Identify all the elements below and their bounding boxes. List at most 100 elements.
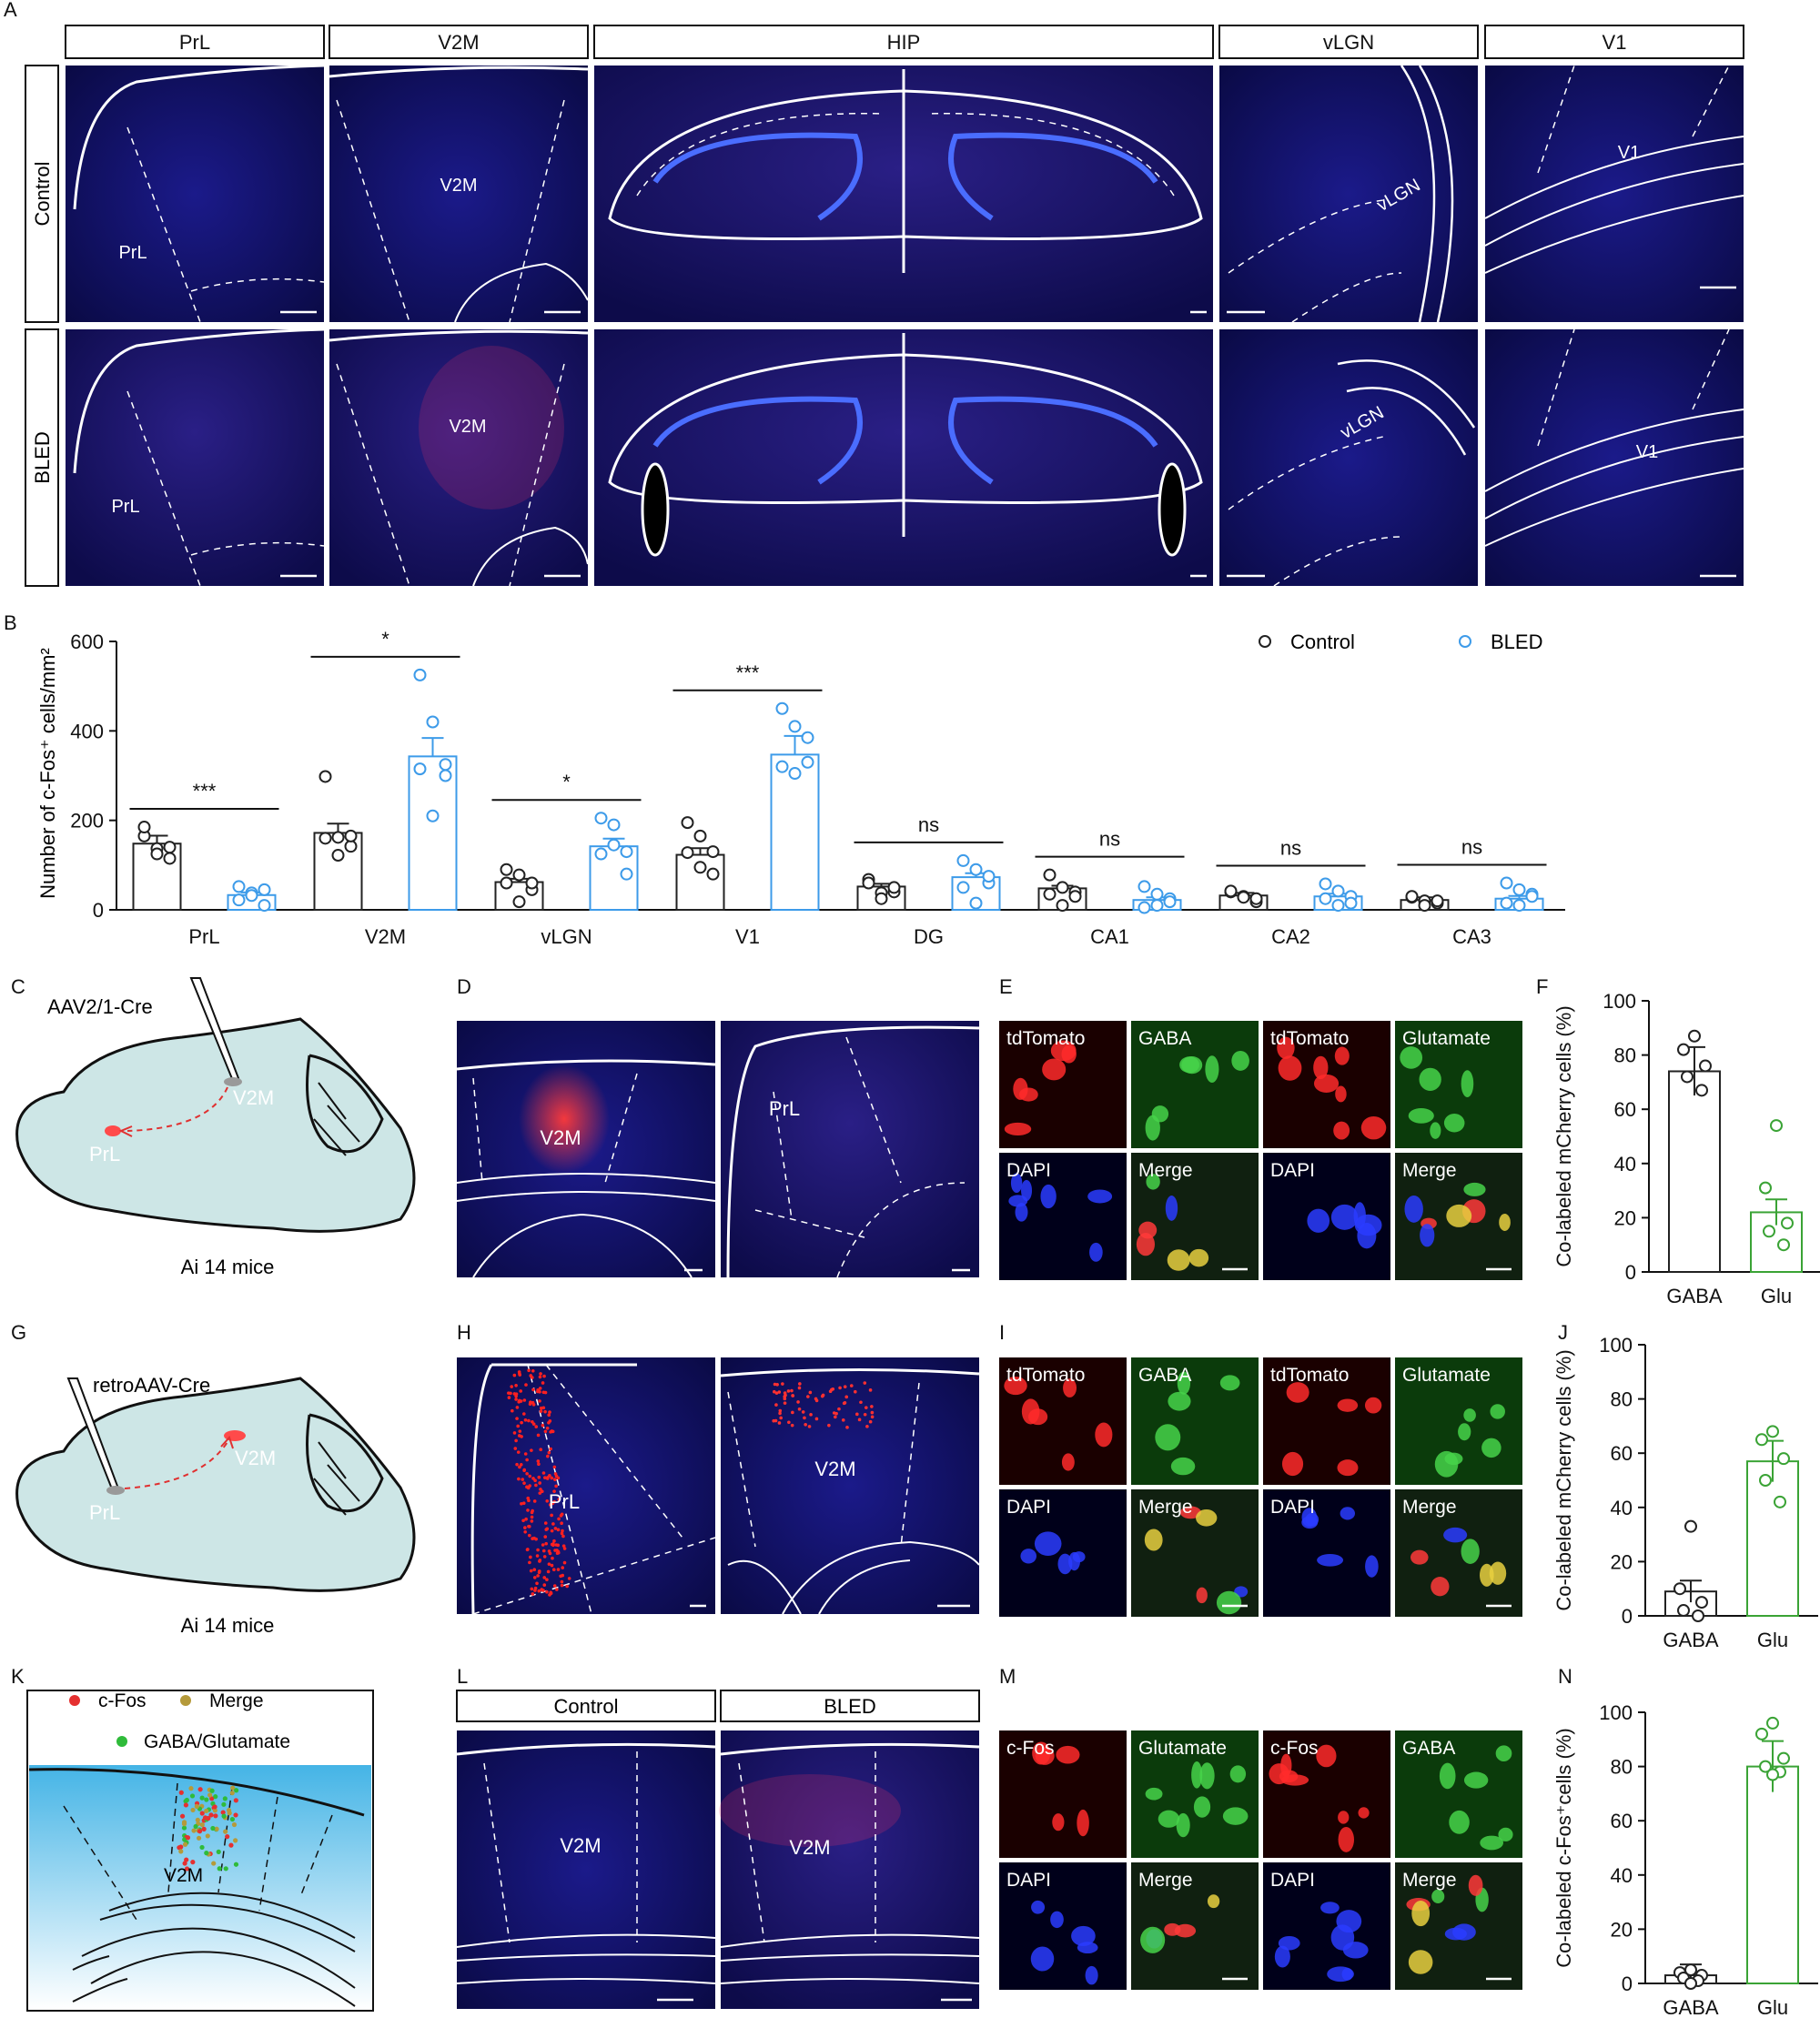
h-cell xyxy=(857,1418,862,1422)
h-cell xyxy=(550,1529,554,1533)
cell-marker xyxy=(1176,1812,1190,1838)
cell-marker xyxy=(1279,1770,1299,1783)
panel-letter-n: N xyxy=(1558,1665,1572,1688)
h-cell xyxy=(538,1387,542,1390)
chart-b-point xyxy=(426,715,440,729)
k-cell xyxy=(222,1796,228,1801)
chart-b-point xyxy=(969,896,983,910)
cell-marker xyxy=(1410,1549,1429,1565)
channel-label: Glutamate xyxy=(1402,1028,1491,1049)
cell-marker xyxy=(1205,1055,1219,1083)
cell-marker xyxy=(1338,1826,1355,1852)
h-cell xyxy=(518,1372,521,1376)
h-cell xyxy=(777,1421,782,1425)
h-cell xyxy=(548,1410,551,1414)
panel-i-grid: tdTomato GABA tdTomato Glutamate DAPI Merge DA… xyxy=(999,1357,1522,1617)
chartJ-ytick-label: 20 xyxy=(1611,1550,1633,1573)
k-cell xyxy=(214,1826,219,1831)
k-cell xyxy=(204,1808,209,1814)
panel-h: PrL V2M xyxy=(457,1357,980,1615)
h-cell xyxy=(870,1410,875,1415)
h-cell xyxy=(547,1562,551,1566)
h-cell xyxy=(544,1541,548,1546)
cell-marker xyxy=(1444,1452,1463,1466)
cell-marker xyxy=(1179,1506,1202,1519)
cell-marker xyxy=(1490,1404,1505,1419)
chart-b-point xyxy=(1405,890,1419,903)
k-cell xyxy=(221,1813,227,1819)
chartF-ytick-label: 80 xyxy=(1614,1044,1636,1067)
k-cell xyxy=(179,1813,186,1819)
tile-label-bled-v1: V1 xyxy=(1636,442,1658,462)
col-header-vlgn-box xyxy=(1218,25,1479,59)
channel-label: Merge xyxy=(1402,1870,1457,1891)
chart-j: Co-labeled mCherry cells (%) 0 20 40 60 80 100… xyxy=(1552,1334,1818,1651)
h-cell xyxy=(520,1420,523,1425)
h-cell xyxy=(555,1551,560,1556)
cell-marker xyxy=(1463,1408,1476,1422)
panel-h-left-label: PrL xyxy=(549,1490,580,1513)
chart-b-point xyxy=(1150,899,1164,913)
h-cell xyxy=(522,1468,527,1472)
channel-label: Merge xyxy=(1138,1870,1193,1891)
h-cell xyxy=(530,1587,534,1591)
chartN-point xyxy=(1777,1751,1790,1765)
h-cell xyxy=(814,1397,818,1401)
chart-b-point xyxy=(1431,894,1444,908)
h-cell xyxy=(556,1528,561,1532)
h-cell xyxy=(556,1568,561,1571)
cell-marker xyxy=(1446,1204,1472,1227)
cell-marker xyxy=(1140,1926,1166,1953)
tile-label-control-v2m: V2M xyxy=(440,176,477,196)
panel-h-right-label: V2M xyxy=(814,1458,855,1480)
chart-b-ytick-label: 400 xyxy=(70,720,104,742)
h-cell xyxy=(535,1554,540,1558)
chart-b-point xyxy=(801,731,814,744)
h-cell xyxy=(790,1423,794,1428)
h-cell xyxy=(532,1576,537,1579)
col-header-hip-box xyxy=(593,25,1214,59)
chartJ-point xyxy=(1684,1519,1697,1533)
k-cell xyxy=(197,1787,203,1792)
h-cell xyxy=(551,1556,554,1560)
cell-marker xyxy=(1499,1213,1511,1231)
chart-b-point xyxy=(245,889,258,903)
channel-label: tdTomato xyxy=(1270,1028,1349,1049)
chart-b-point xyxy=(331,831,345,844)
h-cell xyxy=(844,1395,849,1399)
h-cell xyxy=(530,1515,534,1519)
h-cell xyxy=(868,1388,873,1392)
k-cell xyxy=(227,1808,232,1813)
chart-b-point xyxy=(875,892,888,905)
injection-site-icon xyxy=(224,1077,242,1086)
col-header-v1: V1 xyxy=(1603,31,1627,54)
h-cell xyxy=(514,1392,519,1397)
cell-marker xyxy=(1155,1424,1181,1451)
panel-d: V2M PrL xyxy=(456,1021,980,1278)
chartF-point xyxy=(1681,1070,1694,1084)
h-cell xyxy=(521,1478,525,1481)
k-cell xyxy=(178,1790,184,1795)
chart-b-point xyxy=(1224,884,1238,898)
cell-marker xyxy=(1216,1590,1242,1615)
panel-c-virus: AAV2/1-Cre xyxy=(47,995,153,1018)
chart-b-point xyxy=(1344,896,1358,910)
row-header-bled: BLED xyxy=(31,431,54,483)
cell-marker xyxy=(1165,1196,1178,1221)
cell-marker xyxy=(1461,1539,1480,1564)
cell-marker xyxy=(1278,1055,1302,1081)
confocal-tile xyxy=(999,1862,1127,1990)
cell-marker xyxy=(1277,1036,1295,1059)
h-cell xyxy=(516,1424,520,1428)
h-cell xyxy=(533,1478,537,1482)
chart-b-ylabel: Number of c-Fos⁺ cells/mm² xyxy=(36,648,59,899)
chart-b-point xyxy=(1331,899,1345,913)
h-cell xyxy=(514,1397,518,1401)
cell-marker xyxy=(1400,1046,1423,1069)
h-cell xyxy=(540,1588,544,1591)
k-cell xyxy=(207,1792,213,1798)
k-cell xyxy=(233,1862,239,1867)
panel-letter-a: A xyxy=(4,0,17,21)
k-cell xyxy=(210,1825,216,1831)
